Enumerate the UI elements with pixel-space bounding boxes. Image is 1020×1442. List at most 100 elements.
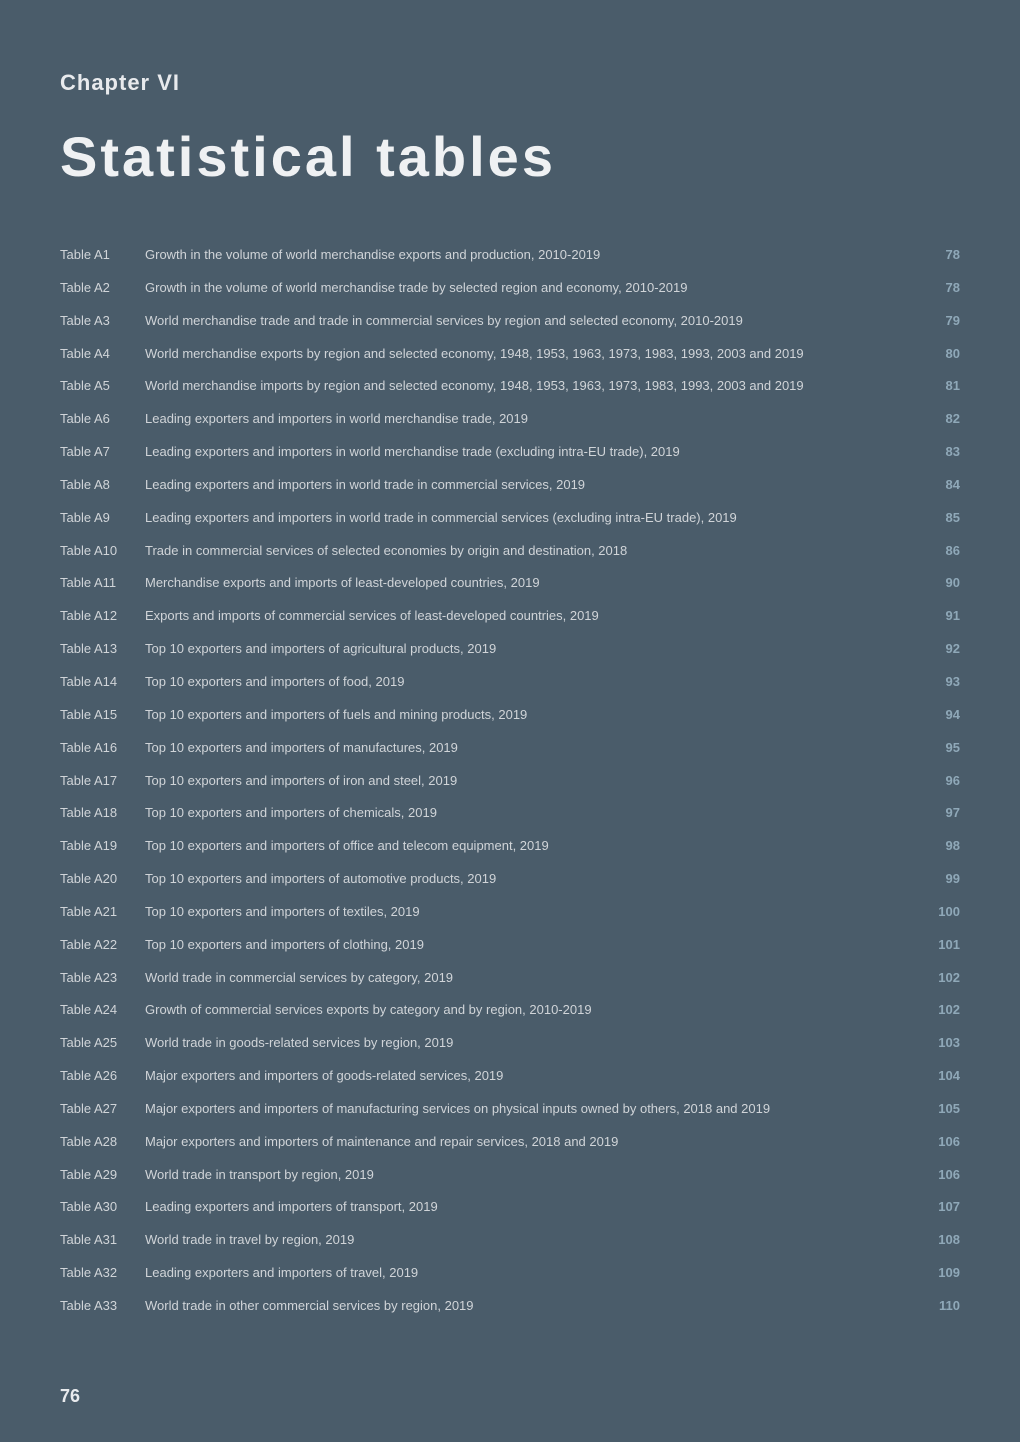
toc-entry-page: 80 — [920, 345, 960, 364]
toc-entry-description: World merchandise trade and trade in com… — [145, 312, 920, 331]
toc-entry-page: 102 — [920, 969, 960, 988]
toc-entry-page: 82 — [920, 410, 960, 429]
toc-entry-description: World trade in goods-related services by… — [145, 1034, 920, 1053]
toc-entry-id: Table A30 — [60, 1198, 145, 1217]
toc-entry-page: 94 — [920, 706, 960, 725]
toc-entry-id: Table A13 — [60, 640, 145, 659]
toc-entry-id: Table A10 — [60, 542, 145, 561]
toc-row: Table A28Major exporters and importers o… — [60, 1126, 960, 1159]
toc-entry-id: Table A8 — [60, 476, 145, 495]
toc-entry-page: 85 — [920, 509, 960, 528]
toc-entry-id: Table A28 — [60, 1133, 145, 1152]
toc-entry-description: Growth in the volume of world merchandis… — [145, 279, 920, 298]
toc-entry-id: Table A19 — [60, 837, 145, 856]
toc-entry-id: Table A9 — [60, 509, 145, 528]
toc-row: Table A21Top 10 exporters and importers … — [60, 896, 960, 929]
toc-row: Table A11Merchandise exports and imports… — [60, 567, 960, 600]
toc-row: Table A14Top 10 exporters and importers … — [60, 666, 960, 699]
toc-row: Table A30Leading exporters and importers… — [60, 1191, 960, 1224]
toc-entry-id: Table A3 — [60, 312, 145, 331]
toc-entry-description: Top 10 exporters and importers of automo… — [145, 870, 920, 889]
toc-row: Table A16Top 10 exporters and importers … — [60, 732, 960, 765]
toc-entry-description: World trade in travel by region, 2019 — [145, 1231, 920, 1250]
toc-entry-description: Top 10 exporters and importers of fuels … — [145, 706, 920, 725]
toc-entry-description: Leading exporters and importers in world… — [145, 410, 920, 429]
toc-entry-id: Table A1 — [60, 246, 145, 265]
toc-entry-page: 79 — [920, 312, 960, 331]
toc-entry-id: Table A25 — [60, 1034, 145, 1053]
toc-entry-id: Table A7 — [60, 443, 145, 462]
toc-entry-description: Leading exporters and importers of trave… — [145, 1264, 920, 1283]
toc-entry-page: 98 — [920, 837, 960, 856]
toc-entry-page: 110 — [920, 1297, 960, 1316]
toc-entry-id: Table A15 — [60, 706, 145, 725]
toc-entry-page: 93 — [920, 673, 960, 692]
toc-entry-page: 103 — [920, 1034, 960, 1053]
toc-entry-page: 81 — [920, 377, 960, 396]
toc-entry-id: Table A31 — [60, 1231, 145, 1250]
toc-entry-page: 106 — [920, 1133, 960, 1152]
toc-row: Table A27Major exporters and importers o… — [60, 1093, 960, 1126]
toc-entry-description: World trade in other commercial services… — [145, 1297, 920, 1316]
toc-entry-description: Leading exporters and importers in world… — [145, 509, 920, 528]
toc-entry-description: Leading exporters and importers in world… — [145, 476, 920, 495]
toc-row: Table A23World trade in commercial servi… — [60, 962, 960, 995]
toc-entry-page: 97 — [920, 804, 960, 823]
toc-entry-description: Merchandise exports and imports of least… — [145, 574, 920, 593]
toc-row: Table A19Top 10 exporters and importers … — [60, 830, 960, 863]
toc-entry-id: Table A5 — [60, 377, 145, 396]
toc-row: Table A15Top 10 exporters and importers … — [60, 699, 960, 732]
toc-entry-page: 83 — [920, 443, 960, 462]
toc-entry-id: Table A21 — [60, 903, 145, 922]
toc-entry-id: Table A4 — [60, 345, 145, 364]
toc-entry-description: Growth of commercial services exports by… — [145, 1001, 920, 1020]
toc-entry-page: 105 — [920, 1100, 960, 1119]
toc-entry-page: 99 — [920, 870, 960, 889]
toc-entry-id: Table A16 — [60, 739, 145, 758]
toc-row: Table A4World merchandise exports by reg… — [60, 338, 960, 371]
toc-row: Table A26Major exporters and importers o… — [60, 1060, 960, 1093]
toc-entry-page: 106 — [920, 1166, 960, 1185]
page-title: Statistical tables — [60, 124, 960, 189]
toc-row: Table A7Leading exporters and importers … — [60, 436, 960, 469]
toc-row: Table A10Trade in commercial services of… — [60, 535, 960, 568]
toc-entry-id: Table A20 — [60, 870, 145, 889]
toc-entry-description: Top 10 exporters and importers of chemic… — [145, 804, 920, 823]
toc-entry-page: 78 — [920, 279, 960, 298]
chapter-label: Chapter VI — [60, 70, 960, 96]
toc-entry-description: Top 10 exporters and importers of food, … — [145, 673, 920, 692]
toc-entry-id: Table A26 — [60, 1067, 145, 1086]
toc-entry-id: Table A11 — [60, 574, 145, 593]
toc-entry-page: 86 — [920, 542, 960, 561]
toc-row: Table A25World trade in goods-related se… — [60, 1027, 960, 1060]
toc-entry-id: Table A18 — [60, 804, 145, 823]
toc-entry-description: Top 10 exporters and importers of clothi… — [145, 936, 920, 955]
toc-row: Table A5World merchandise imports by reg… — [60, 370, 960, 403]
toc-entry-id: Table A24 — [60, 1001, 145, 1020]
toc-entry-page: 108 — [920, 1231, 960, 1250]
toc-entry-page: 109 — [920, 1264, 960, 1283]
toc-entry-page: 95 — [920, 739, 960, 758]
toc-entry-description: Top 10 exporters and importers of iron a… — [145, 772, 920, 791]
toc-entry-page: 100 — [920, 903, 960, 922]
toc-entry-id: Table A17 — [60, 772, 145, 791]
toc-entry-id: Table A29 — [60, 1166, 145, 1185]
toc-row: Table A13Top 10 exporters and importers … — [60, 633, 960, 666]
toc-entry-page: 91 — [920, 607, 960, 626]
toc-entry-description: Trade in commercial services of selected… — [145, 542, 920, 561]
toc-row: Table A29World trade in transport by reg… — [60, 1159, 960, 1192]
toc-entry-page: 107 — [920, 1198, 960, 1217]
toc-entry-description: World merchandise exports by region and … — [145, 345, 920, 364]
toc-entry-id: Table A32 — [60, 1264, 145, 1283]
toc-entry-page: 102 — [920, 1001, 960, 1020]
toc-row: Table A12Exports and imports of commerci… — [60, 600, 960, 633]
toc-entry-description: Top 10 exporters and importers of textil… — [145, 903, 920, 922]
toc-row: Table A20Top 10 exporters and importers … — [60, 863, 960, 896]
toc-entry-id: Table A33 — [60, 1297, 145, 1316]
toc-entry-page: 84 — [920, 476, 960, 495]
toc-row: Table A24Growth of commercial services e… — [60, 994, 960, 1027]
toc-entry-description: Exports and imports of commercial servic… — [145, 607, 920, 626]
toc-entry-description: Leading exporters and importers of trans… — [145, 1198, 920, 1217]
toc-row: Table A32Leading exporters and importers… — [60, 1257, 960, 1290]
toc-entry-description: Top 10 exporters and importers of manufa… — [145, 739, 920, 758]
